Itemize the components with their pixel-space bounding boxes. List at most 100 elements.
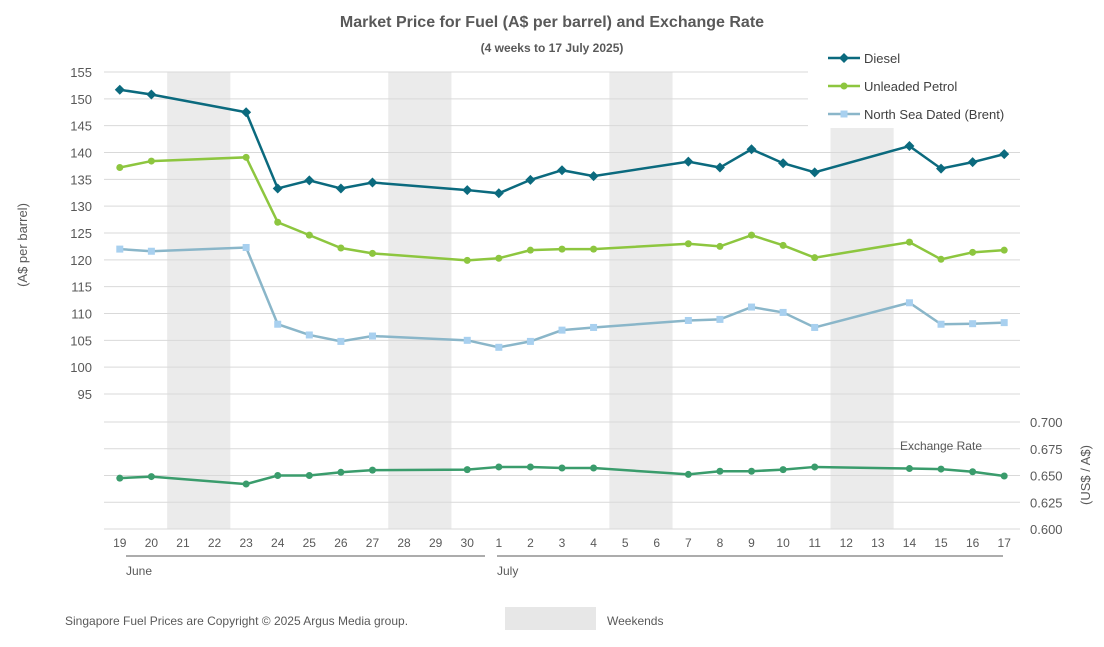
x-tick-label: 24 (271, 536, 285, 550)
y-tick-label: 145 (70, 119, 92, 134)
data-point (493, 188, 504, 199)
legend: Diesel Unleaded Petrol North Sea Dated (Br… (828, 51, 1004, 122)
series-group (116, 243, 1008, 351)
data-point (526, 246, 534, 254)
data-point (905, 299, 913, 307)
data-point (525, 174, 536, 185)
data-point (274, 472, 282, 479)
data-point (779, 241, 787, 249)
y-tick-label: 105 (70, 333, 92, 348)
data-point (839, 53, 849, 63)
x-tick-label: 28 (397, 536, 411, 550)
data-point (147, 247, 155, 255)
x-tick-label: 10 (776, 536, 790, 550)
y2-tick-label: 0.625 (1030, 495, 1063, 510)
data-point (558, 245, 566, 253)
data-point (590, 245, 598, 253)
x-tick-label: 27 (366, 536, 380, 550)
data-point (904, 141, 915, 152)
x-tick-label: 7 (685, 536, 692, 550)
y-tick-label: 125 (70, 226, 92, 241)
data-point (558, 464, 566, 472)
data-point (748, 231, 756, 239)
weekends-legend-label: Weekends (607, 614, 663, 628)
data-point (684, 240, 692, 248)
x-tick-label: 9 (748, 536, 755, 550)
data-point (905, 238, 913, 246)
data-point (337, 337, 345, 345)
chart-subtitle: (4 weeks to 17 July 2025) (481, 41, 624, 55)
data-point (463, 336, 471, 344)
data-point (1000, 246, 1008, 254)
x-tick-label: 25 (303, 536, 317, 550)
data-point (684, 470, 692, 478)
data-point (304, 175, 315, 186)
month-label: June (126, 564, 152, 578)
y-tick-label: 100 (70, 360, 92, 375)
data-point (937, 320, 945, 328)
data-point (588, 171, 599, 182)
data-point (779, 308, 787, 316)
data-point (557, 165, 567, 176)
y-tick-label: 95 (78, 387, 92, 402)
x-tick-label: 3 (559, 536, 566, 550)
data-point (272, 183, 283, 194)
chart-title: Market Price for Fuel (A$ per barrel) an… (340, 14, 764, 31)
data-point (114, 84, 125, 95)
y-tick-label: 150 (70, 92, 92, 107)
data-point (746, 144, 757, 155)
y-tick-label: 155 (70, 65, 92, 80)
data-point (937, 255, 945, 263)
y-axis-label: (A$ per barrel) (15, 203, 30, 287)
x-tick-label: 6 (653, 536, 660, 550)
data-point (1000, 472, 1008, 480)
x-tick-label: 5 (622, 536, 629, 550)
series-group (114, 84, 1010, 199)
data-point (242, 153, 250, 161)
data-point (274, 320, 282, 328)
weekend-band (830, 128, 894, 529)
data-point (967, 157, 978, 168)
x-tick-label: 2 (527, 536, 534, 550)
data-point (811, 323, 819, 331)
data-point (116, 245, 124, 253)
y2-tick-label: 0.700 (1030, 415, 1063, 430)
data-point (337, 244, 345, 252)
data-point (335, 183, 346, 194)
y2-tick-label: 0.600 (1030, 522, 1063, 537)
data-point (779, 466, 787, 474)
data-point (840, 110, 848, 118)
data-point (969, 248, 977, 256)
x-tick-label: 20 (145, 536, 159, 550)
y-tick-label: 120 (70, 253, 92, 268)
legend-label: Unleaded Petrol (864, 79, 957, 94)
x-tick-label: 15 (934, 536, 948, 550)
data-point (463, 256, 471, 264)
x-tick-label: 8 (717, 536, 724, 550)
data-point (367, 177, 378, 188)
data-point (936, 163, 947, 174)
legend-label: Diesel (864, 51, 900, 66)
data-point (748, 467, 756, 475)
data-point (368, 466, 376, 474)
weekend-shading (167, 72, 894, 529)
data-point (683, 156, 694, 167)
data-point (242, 243, 250, 251)
data-point (590, 323, 598, 331)
x-tick-label: 26 (334, 536, 348, 550)
x-axis-ticks: 19 20 21 22 23 24 25 26 27 28 29 30 1 2 3 4 5 6 7 8 9 10 11 12 1… (113, 536, 1011, 550)
data-point (241, 107, 252, 118)
copyright-note: Singapore Fuel Prices are Copyright © 20… (65, 614, 408, 628)
y-tick-label: 135 (70, 172, 92, 187)
data-series (114, 84, 1010, 488)
weekend-band (388, 72, 452, 529)
x-tick-label: 19 (113, 536, 127, 550)
x-tick-label: 30 (461, 536, 475, 550)
data-point (305, 472, 313, 479)
y-tick-label: 130 (70, 199, 92, 214)
data-point (714, 162, 725, 173)
data-point (495, 463, 503, 471)
weekend-band (167, 72, 231, 529)
y-axis-ticks: 95 100 105 110 115 120 125 130 135 140 145 150 155 (70, 65, 92, 402)
